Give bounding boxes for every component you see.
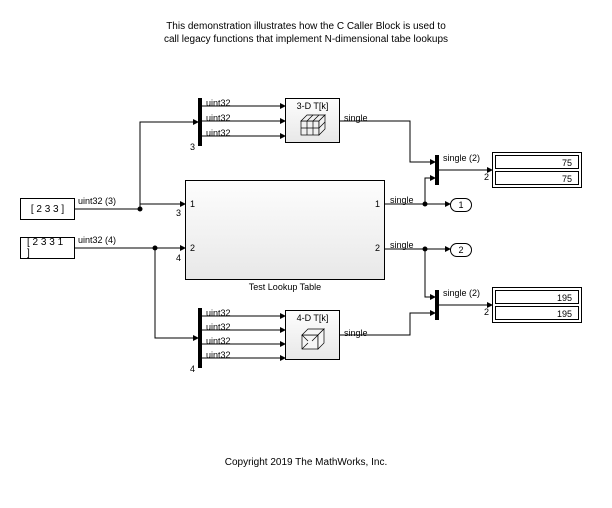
test-out1-siglabel: single [390, 195, 414, 205]
bus-creator-top [435, 155, 439, 185]
lookup-3d-title: 3-D T[k] [286, 99, 339, 111]
bus-creator-bot [435, 290, 439, 320]
demux4-label-2: uint32 [206, 336, 231, 346]
outport-1: 1 [450, 198, 472, 212]
test-in1-label: 1 [190, 199, 195, 209]
demux4-label-1: uint32 [206, 322, 231, 332]
title-block: This demonstration illustrates how the C… [0, 20, 612, 46]
constant-block-1: [ 2 3 3 ] [20, 198, 75, 220]
display-top-v1: 75 [495, 155, 579, 169]
test-out1-label: 1 [375, 199, 380, 209]
demux-3-bar [198, 98, 202, 146]
bus-top-label: single (2) [443, 153, 480, 163]
test-block-caption: Test Lookup Table [185, 282, 385, 292]
constant-2-signal-label: uint32 (4) [78, 235, 116, 245]
demux3-count: 3 [190, 142, 195, 152]
demux4-count: 4 [190, 364, 195, 374]
title-line2: call legacy functions that implement N-d… [0, 33, 612, 46]
outport-2-num: 2 [458, 245, 463, 255]
display-top: 75 75 [492, 152, 582, 188]
display-top-v2: 75 [495, 171, 579, 185]
test-lookup-block: 1 2 1 2 [185, 180, 385, 280]
demux-4-bar [198, 308, 202, 368]
demux3-label-2: uint32 [206, 128, 231, 138]
constant-1-value: [ 2 3 3 ] [31, 204, 64, 215]
display-bot-v1: 195 [495, 290, 579, 304]
demux3-label-0: uint32 [206, 98, 231, 108]
constant-1-signal-label: uint32 (3) [78, 196, 116, 206]
bus-bot-label: single (2) [443, 288, 480, 298]
bus-bot-count: 2 [484, 307, 489, 317]
demux3-label-1: uint32 [206, 113, 231, 123]
outport-2: 2 [450, 243, 472, 257]
copyright-text: Copyright 2019 The MathWorks, Inc. [0, 457, 612, 468]
test-out2-label: 2 [375, 243, 380, 253]
lookup-3d-out-label: single [344, 113, 368, 123]
outport-1-num: 1 [458, 200, 463, 210]
test-in1-count: 3 [176, 208, 181, 218]
display-bot: 195 195 [492, 287, 582, 323]
title-line1: This demonstration illustrates how the C… [0, 20, 612, 33]
test-in2-label: 2 [190, 243, 195, 253]
demux4-label-0: uint32 [206, 308, 231, 318]
test-out2-siglabel: single [390, 240, 414, 250]
cube-3d-icon [298, 113, 328, 137]
bus-top-count: 2 [484, 172, 489, 182]
test-in2-count: 4 [176, 253, 181, 263]
lookup-4d-block: 4-D T[k] [285, 310, 340, 360]
lookup-4d-out-label: single [344, 328, 368, 338]
cube-4d-icon [298, 325, 328, 353]
demux4-label-3: uint32 [206, 350, 231, 360]
display-bot-v2: 195 [495, 306, 579, 320]
constant-block-2: [ 2 3 3 1 ] [20, 237, 75, 259]
constant-2-value: [ 2 3 3 1 ] [27, 237, 68, 259]
lookup-4d-title: 4-D T[k] [286, 311, 339, 323]
lookup-3d-block: 3-D T[k] [285, 98, 340, 143]
